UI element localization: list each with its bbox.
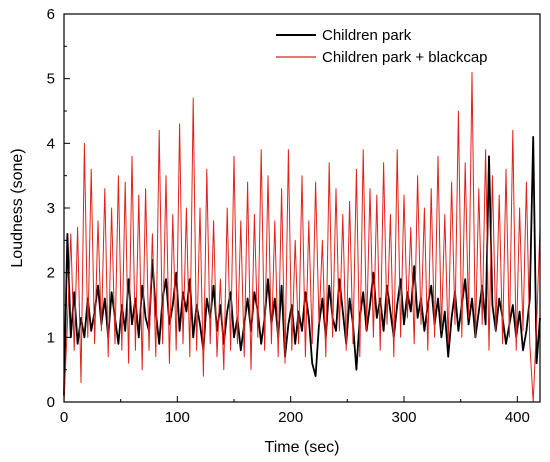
x-axis-ticks: 0 100 200 300 400	[60, 396, 530, 426]
series-layer	[63, 71, 541, 403]
y-tick-label: 4	[47, 135, 55, 152]
x-tick-label: 100	[165, 409, 190, 426]
y-axis-ticks: 0 1 2 3 4 5 6	[47, 6, 70, 411]
y-tick-label: 0	[47, 394, 55, 411]
y-tick-label: 2	[47, 265, 55, 282]
x-tick-label: 300	[391, 409, 416, 426]
series-line-children-park-blackcap	[63, 71, 541, 403]
y-tick-label: 5	[47, 71, 55, 88]
y-axis-title: Loudness (sone)	[9, 148, 26, 267]
legend-label-children-park: Children park	[322, 27, 412, 44]
x-axis-title: Time (sec)	[265, 439, 340, 456]
y-tick-label: 1	[47, 329, 55, 346]
x-tick-label: 0	[60, 409, 68, 426]
y-tick-label: 3	[47, 200, 55, 217]
x-tick-label: 200	[278, 409, 303, 426]
y-tick-label: 6	[47, 6, 55, 23]
legend: Children park Children park + blackcap	[276, 27, 488, 66]
legend-label-children-park-blackcap: Children park + blackcap	[322, 49, 488, 66]
x-tick-label: 400	[505, 409, 530, 426]
